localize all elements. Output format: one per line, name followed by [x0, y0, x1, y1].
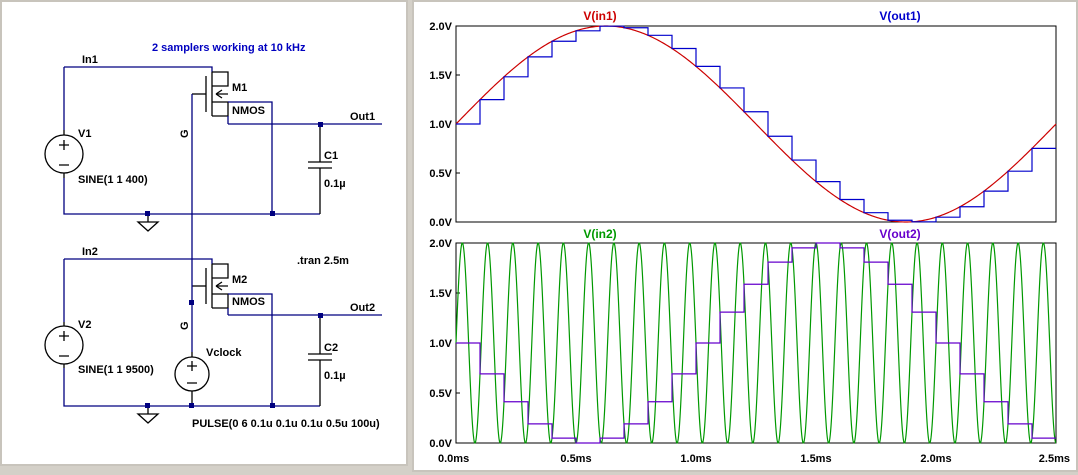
voltage-source-v2[interactable] — [44, 322, 84, 368]
net-label-in1[interactable]: In1 — [82, 54, 98, 66]
trace-label-vout2[interactable]: V(out2) — [879, 227, 920, 241]
ground-symbol-1 — [136, 214, 160, 232]
schematic-panel[interactable]: 2 samplers working at 10 kHz .tran 2.5m … — [0, 0, 408, 466]
y-tick-label: 0.5V — [429, 388, 452, 400]
y-tick-label: 1.0V — [429, 119, 452, 131]
y-tick-label: 1.5V — [429, 288, 452, 300]
source-name-v2: V2 — [78, 319, 91, 331]
x-axis-ticks: 0.0ms 0.5ms 1.0ms 1.5ms 2.0ms 2.5ms — [438, 453, 1070, 465]
sampler-1: In1 V1 SINE(1 1 400) M1 NMOS G Out1 C1 0… — [44, 54, 382, 232]
gate-label-m2: G — [179, 321, 191, 330]
trace-label-vin2[interactable]: V(in2) — [583, 227, 616, 241]
y-tick-label: 2.0V — [429, 21, 452, 33]
ground-symbol-2 — [136, 406, 160, 424]
nmos-m1[interactable] — [192, 71, 229, 117]
source-spec-v2[interactable]: SINE(1 1 9500) — [78, 364, 154, 376]
y-ticks-bottom: 0.0V 0.5V 1.0V 1.5V 2.0V — [429, 238, 460, 450]
x-tick-label: 2.0ms — [920, 453, 951, 465]
source-spec-vclock[interactable]: PULSE(0 6 0.1u 0.1u 0.1u 0.5u 100u) — [192, 418, 380, 430]
capacitor-c1[interactable] — [308, 124, 332, 214]
transistor-model-m2[interactable]: NMOS — [232, 296, 265, 308]
source-name-vclock: Vclock — [206, 347, 242, 359]
capacitor-value-c2[interactable]: 0.1µ — [324, 370, 346, 382]
trace-label-vin1[interactable]: V(in1) — [583, 9, 616, 23]
series-vin1-line — [455, 25, 1057, 223]
y-tick-label: 1.5V — [429, 70, 452, 82]
y-tick-label: 2.0V — [429, 238, 452, 250]
x-tick-label: 1.0ms — [680, 453, 711, 465]
capacitor-name-c1: C1 — [324, 150, 338, 162]
series-vout1-line — [456, 25, 1056, 223]
capacitor-value-c1[interactable]: 0.1µ — [324, 178, 346, 190]
net-in1-wire — [64, 66, 213, 72]
net-label-out2[interactable]: Out2 — [350, 302, 375, 314]
tran-directive[interactable]: .tran 2.5m — [297, 255, 349, 267]
x-tick-label: 2.5ms — [1039, 453, 1070, 465]
y-tick-label: 0.0V — [429, 217, 452, 229]
waveform-canvas[interactable]: V(in1) V(out1) 0.0V 0.5V 1.0V 1.5V 2.0V V(in… — [414, 2, 1076, 470]
ground-wire-1 — [63, 178, 320, 215]
y-tick-label: 0.0V — [429, 438, 452, 450]
ground-wire-2 — [63, 368, 320, 407]
pane-bottom[interactable]: V(in2) V(out2) 0.0V 0.5V 1.0V 1.5V 2.0V — [429, 227, 1057, 450]
net-label-in2[interactable]: In2 — [82, 246, 98, 258]
capacitor-name-c2: C2 — [324, 342, 338, 354]
net-label-out1[interactable]: Out1 — [350, 111, 375, 123]
schematic-title: 2 samplers working at 10 kHz — [152, 42, 306, 54]
pane-top[interactable]: V(in1) V(out1) 0.0V 0.5V 1.0V 1.5V 2.0V — [429, 9, 1057, 229]
transistor-name-m1: M1 — [232, 82, 247, 94]
x-tick-label: 0.5ms — [560, 453, 591, 465]
voltage-source-v1[interactable] — [44, 130, 84, 178]
y-tick-label: 0.5V — [429, 168, 452, 180]
source-name-v1: V1 — [78, 128, 91, 140]
schematic-canvas[interactable]: 2 samplers working at 10 kHz .tran 2.5m … — [2, 2, 406, 464]
source-spec-v1[interactable]: SINE(1 1 400) — [78, 174, 148, 186]
gate-label-m1: G — [179, 129, 191, 138]
transistor-model-m1[interactable]: NMOS — [232, 105, 265, 117]
series-vout2-line — [456, 242, 1056, 444]
x-tick-label: 1.5ms — [800, 453, 831, 465]
x-tick-label: 0.0ms — [438, 453, 469, 465]
trace-label-vout1[interactable]: V(out1) — [879, 9, 920, 23]
nmos-m2[interactable] — [192, 263, 229, 309]
capacitor-c2[interactable] — [308, 315, 332, 406]
y-tick-label: 1.0V — [429, 338, 452, 350]
y-ticks-top: 0.0V 0.5V 1.0V 1.5V 2.0V — [429, 21, 460, 229]
series-vin2-line — [455, 242, 1057, 444]
voltage-source-vclock[interactable] — [174, 352, 210, 406]
waveform-panel[interactable]: V(in1) V(out1) 0.0V 0.5V 1.0V 1.5V 2.0V V(in… — [412, 0, 1078, 472]
net-in2-wire — [64, 258, 213, 264]
sampler-2: In2 V2 SINE(1 1 9500) M2 NMOS G Out2 C2 … — [44, 246, 382, 430]
transistor-name-m2: M2 — [232, 274, 247, 286]
